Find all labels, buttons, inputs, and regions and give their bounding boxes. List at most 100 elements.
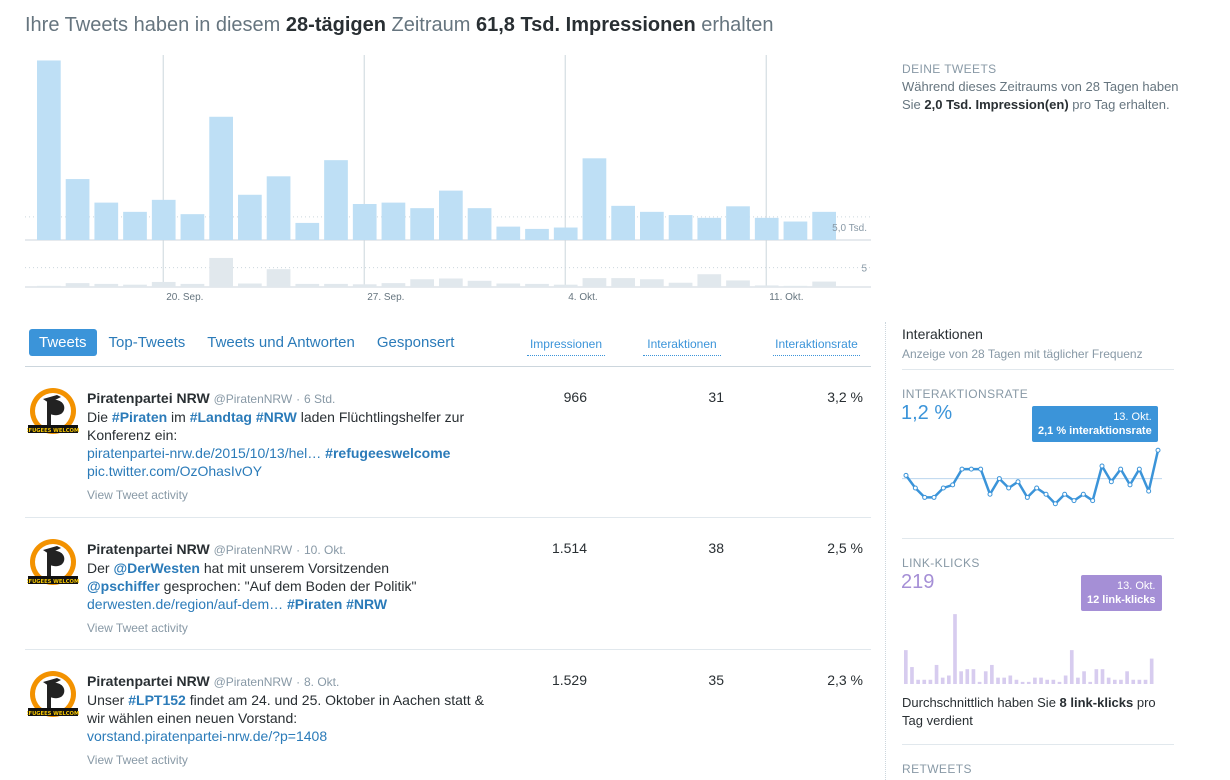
tweet-hashtag-or-mention[interactable]: @DerWesten [113,560,200,576]
engagements-panel-subtitle: Anzeige von 28 Tagen mit täglicher Frequ… [902,347,1143,361]
link-clicks-bar [940,677,945,684]
tweet-hashtag-or-mention[interactable]: @pschiffer [87,578,160,594]
engagement-rate-point [1043,491,1049,497]
tweet-row[interactable]: REFUGEES WELCOME! Piratenpartei NRW @Pir… [25,367,871,518]
avatar[interactable]: REFUGEES WELCOME! [27,670,79,722]
link-clicks-value: 219 [901,571,935,593]
tweet-text-part: findet am 24. und 25. Oktober in Aachen … [87,692,484,726]
tweet-author-handle[interactable]: @PiratenNRW [213,675,293,689]
view-tweet-activity-link[interactable]: View Tweet activity [87,488,188,502]
engagement-rate-point [1136,466,1142,472]
link-clicks-bar [990,664,994,684]
tweet-impressions: 1.529 [551,672,587,688]
tweet-hashtag-or-mention[interactable]: #NRW [255,409,297,425]
tweet-author-handle[interactable]: @PiratenNRW [213,543,293,557]
tab-tweets[interactable]: Tweets [29,329,97,356]
engagements-bar [37,285,61,287]
link-clicks-bar [1088,681,1093,684]
x-tick-label: 11. Okt. [769,292,803,303]
view-tweet-activity-link[interactable]: View Tweet activity [87,753,188,767]
summary-text-part: pro Tag erhalten. [1068,97,1170,112]
impressions-chart: 5,0 Tsd. 5 20. Sep. 27. Sep. 4. Okt. 11. Okt. [25,55,871,303]
tweet-hashtag-or-mention[interactable]: #Piraten [111,409,168,425]
tweet-hashtag-or-mention[interactable]: #LPT152 [128,692,186,708]
impressions-gridline-label: 5,0 Tsd. [832,223,867,234]
tweet-timestamp[interactable]: 6 Std. [304,392,336,406]
view-tweet-activity-link[interactable]: View Tweet activity [87,621,188,635]
engagement-rate-callout: 13. Okt. 2,1 % interaktionsrate [1032,406,1158,442]
tab-promoted[interactable]: Gesponsert [376,334,455,351]
impressions-bar [812,211,836,240]
engagements-bar [123,284,147,287]
callout-value: 2,1 % interaktionsrate [1038,425,1152,437]
engagements-bar [783,285,808,287]
column-header-engagement-rate[interactable]: Interaktionsrate [773,337,860,356]
link-clicks-bar [1045,679,1050,684]
link-clicks-bar [996,677,1000,684]
impressions-bar [266,176,291,240]
tweet-author-name[interactable]: Piratenpartei NRW [87,390,210,406]
your-tweets-summary: DEINE TWEETS Während dieses Zeitraums vo… [902,62,1192,114]
link-clicks-bar [1057,681,1062,684]
engagements-bar [238,283,262,287]
tweet-hashtag-or-mention[interactable]: #Piraten [287,596,343,612]
impressions-bar [553,227,578,240]
panel-divider [902,538,1174,539]
tweet-link[interactable]: derwesten.de/region/auf-dem… [87,596,284,612]
link-clicks-bar [1008,675,1013,684]
tweet-engagement-rate: 2,5 % [827,540,863,556]
tweet-timestamp[interactable]: 8. Okt. [304,675,340,689]
engagement-rate-point [1090,498,1096,504]
tweet-hashtag-or-mention[interactable]: #refugeeswelcome [325,445,451,461]
link-clicks-bar [1094,669,1099,684]
engagements-bar [410,279,434,287]
tweet-timestamp[interactable]: 10. Okt. [304,543,347,557]
avatar[interactable]: REFUGEES WELCOME! [27,387,79,439]
engagements-bar [611,278,635,287]
tweet-row[interactable]: REFUGEES WELCOME! Piratenpartei NRW @Pir… [25,518,871,650]
engagements-bar [582,278,607,287]
tweet-text: Unser #LPT152 findet am 24. und 25. Okto… [87,691,487,745]
link-clicks-chart[interactable] [902,610,1164,686]
tweet-link[interactable]: pic.twitter.com/OzOhasIvOY [87,463,263,479]
link-clicks-bar [1039,677,1043,684]
engagements-bar [180,283,205,287]
tweet-engagement-rate: 2,3 % [827,672,863,688]
tab-top-tweets[interactable]: Top-Tweets [108,334,186,351]
callout-date: 13. Okt. [1113,411,1152,423]
tweet-text-part: laden Flüchtlingshelfer zur Konferenz ei… [87,409,465,443]
tweet-link[interactable]: piratenpartei-nrw.de/2015/10/13/hel… [87,445,322,461]
link-clicks-bar [953,614,957,684]
tweet-hashtag-or-mention[interactable]: #NRW [346,596,388,612]
engagements-bar [496,283,521,287]
link-clicks-bar [1143,679,1148,684]
summary-text-part: Während dieses Zeitraums von 28 Tagen ha… [902,79,1179,112]
impressions-bar [238,194,262,240]
link-clicks-bar [1137,679,1142,684]
tweet-hashtag-or-mention[interactable]: #Landtag [189,409,252,425]
engagement-rate-chart[interactable] [902,440,1164,520]
column-header-impressions[interactable]: Impressionen [527,337,605,356]
link-clicks-bar [1033,677,1037,684]
link-clicks-bar [1020,681,1025,684]
meta-separator: · [296,675,301,689]
avatar[interactable]: REFUGEES WELCOME! [27,538,79,590]
tweet-author-name[interactable]: Piratenpartei NRW [87,541,210,557]
impressions-bar [726,206,750,240]
impressions-bar [324,160,348,240]
column-header-engagements[interactable]: Interaktionen [643,337,721,356]
tweet-author-handle[interactable]: @PiratenNRW [213,392,293,406]
tweet-author-name[interactable]: Piratenpartei NRW [87,673,210,689]
link-clicks-bar [965,669,970,684]
impressions-bar [352,204,377,240]
tab-tweets-and-replies[interactable]: Tweets und Antworten [207,334,355,351]
engagements-bar [525,283,549,287]
page-headline: Ihre Tweets haben in diesem 28-tägigen Z… [25,14,774,37]
engagement-rate-point [1034,485,1040,491]
tweet-row[interactable]: REFUGEES WELCOME! Piratenpartei NRW @Pir… [25,650,871,780]
link-clicks-bar [1149,658,1154,684]
tweet-link[interactable]: vorstand.piratenpartei-nrw.de/?p=1408 [87,728,328,744]
link-clicks-bar [1131,679,1136,684]
link-clicks-bar [922,679,927,684]
avatar-banner-text: REFUGEES WELCOME! [27,428,79,434]
